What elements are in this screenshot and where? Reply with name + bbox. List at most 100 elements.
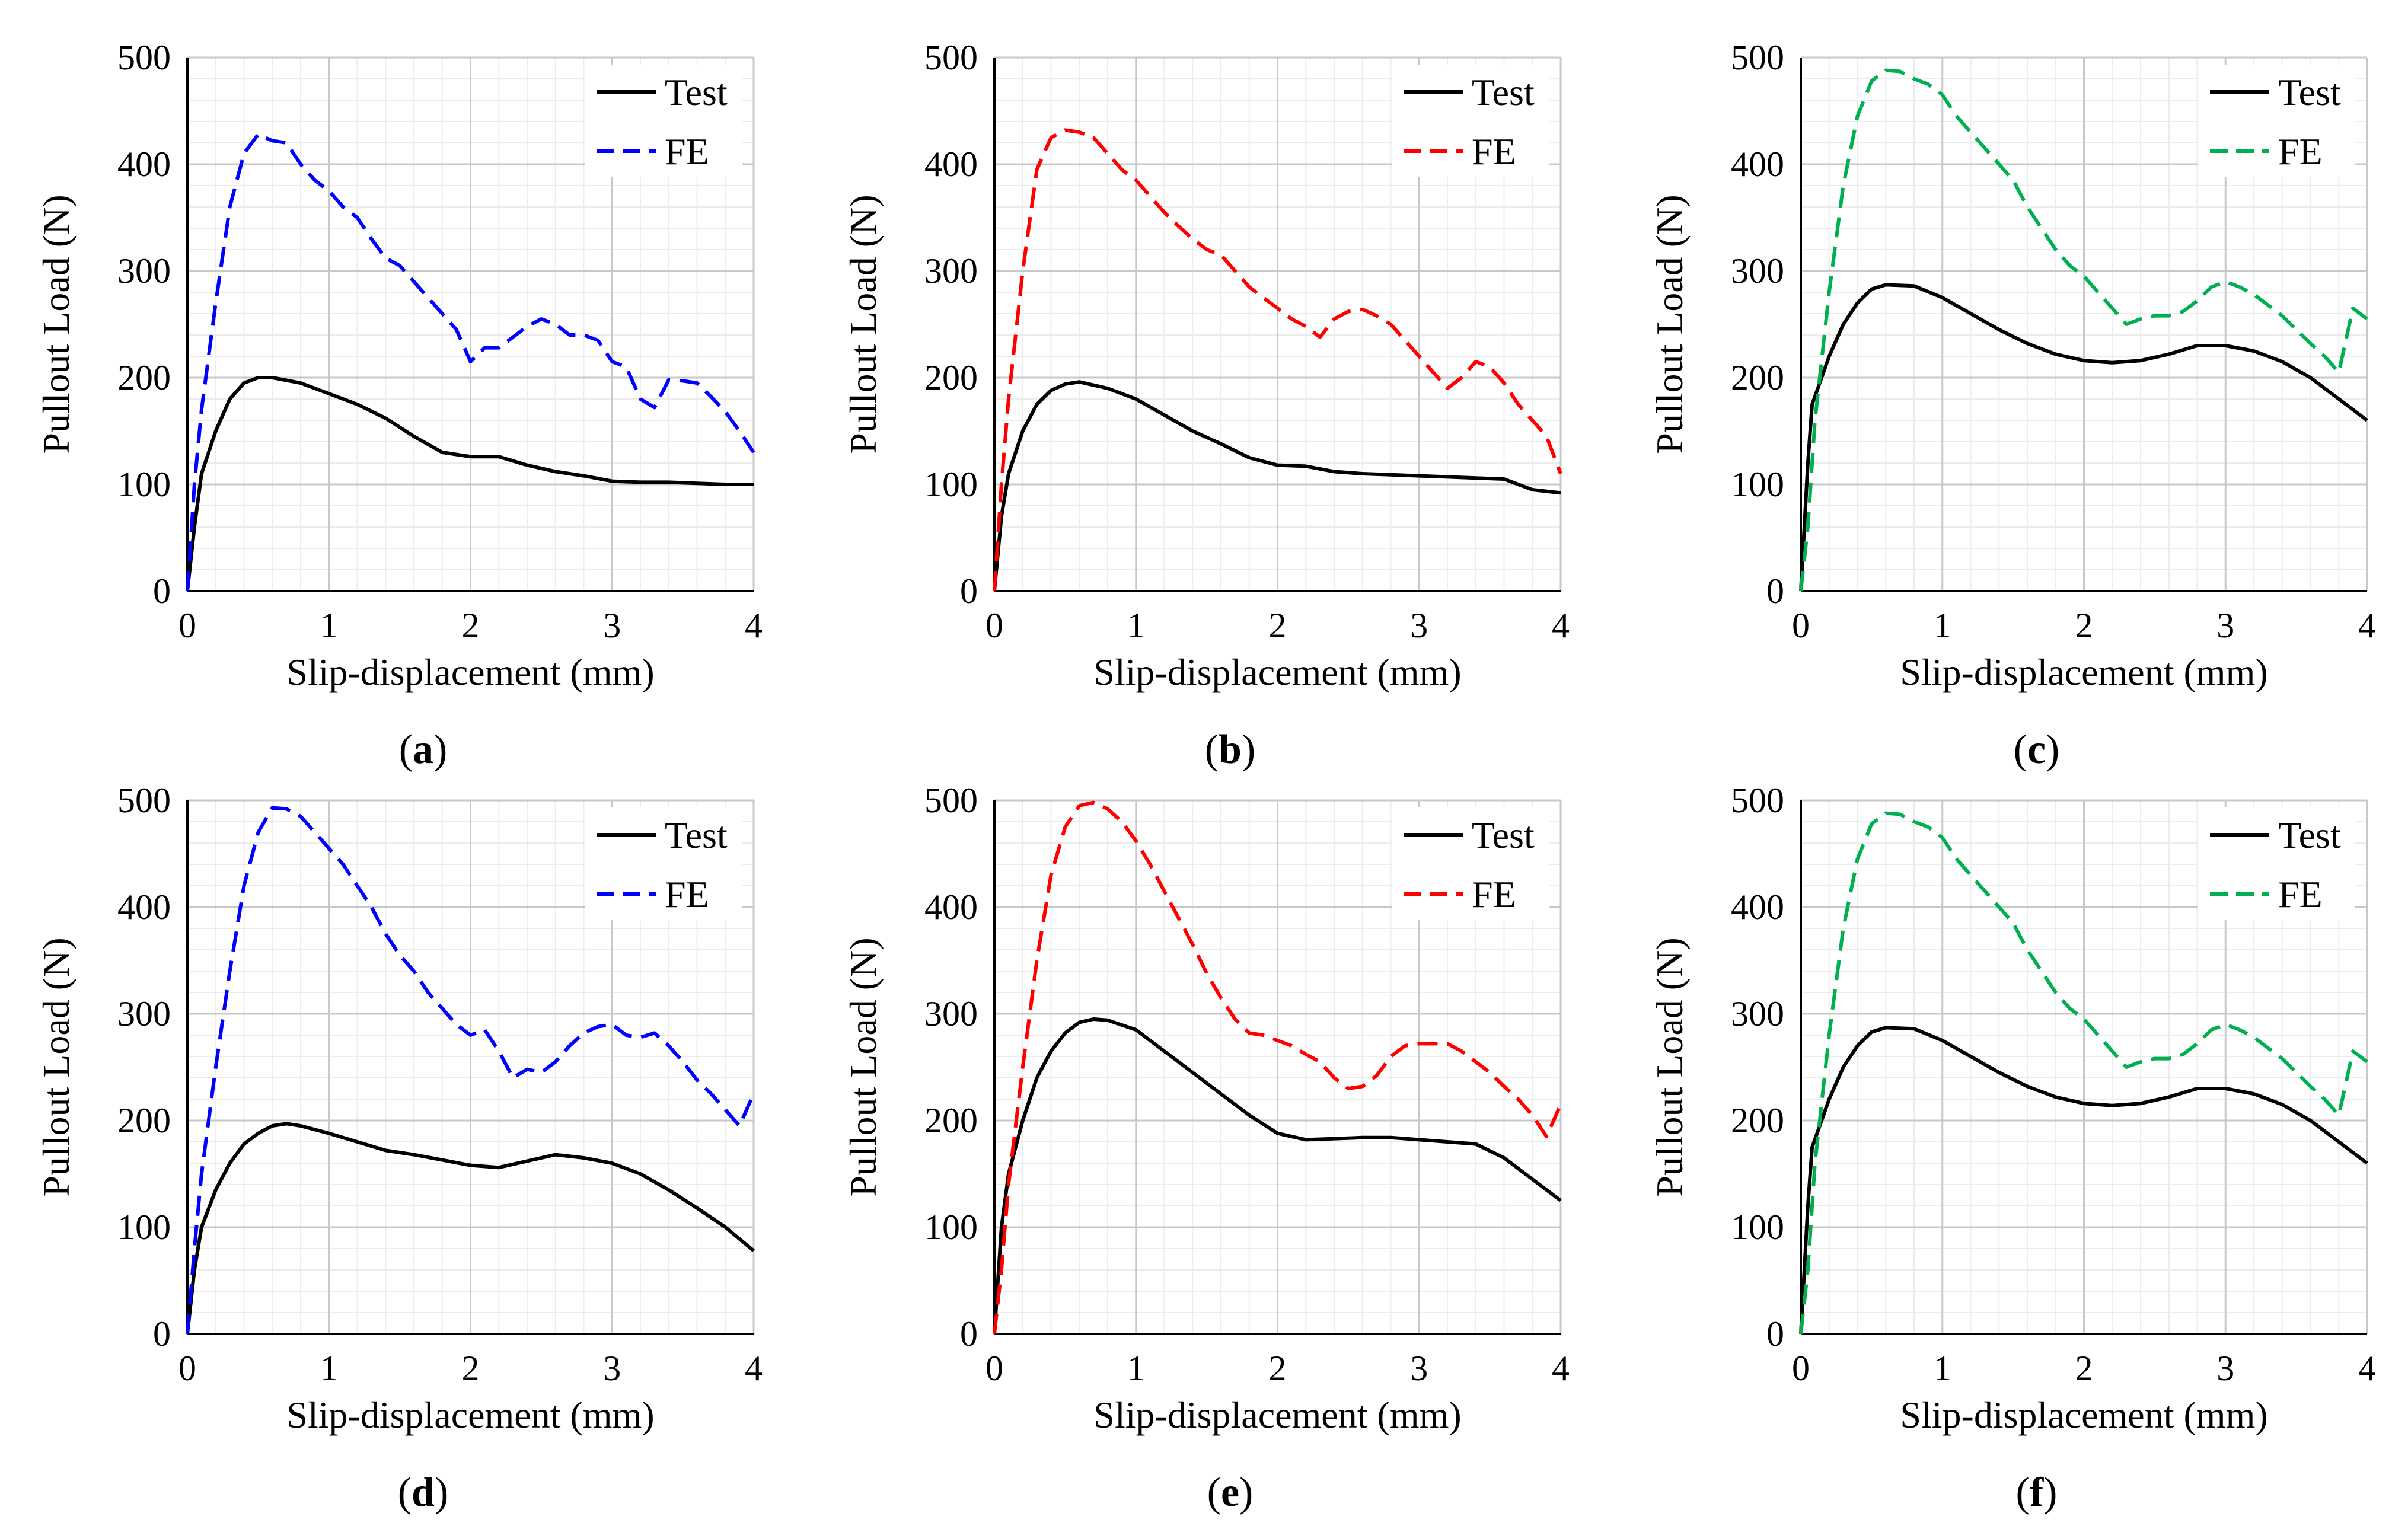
x-tick-label: 0 [178,606,196,645]
y-axis-title: Pullout Load (N) [35,937,77,1196]
legend-label-fe: FE [1472,873,1516,915]
panel-label-open-paren: ( [1205,727,1219,773]
series-line-test [1799,1026,2368,1335]
y-tick-label: 100 [1731,1208,1784,1247]
panel-label-close-paren: ) [1239,1470,1253,1515]
legend-background [2198,807,2355,920]
x-tick-label: 2 [462,1349,480,1388]
legend-label-test: Test [665,814,728,856]
x-tick-label: 3 [2216,1349,2234,1388]
legend-label-test: Test [665,71,728,113]
legend: Test FE [2198,65,2355,177]
panel-label-close-paren: ) [1242,727,1255,773]
x-tick-label: 2 [462,606,480,645]
series-line-fe [1799,68,2368,592]
legend-background [2198,65,2355,177]
major-grid [187,799,755,1334]
y-tick-label: 200 [924,358,978,397]
y-tick-label: 0 [960,572,978,611]
x-tick-label: 1 [1934,606,1951,645]
x-tick-label: 2 [1269,1349,1287,1388]
legend: Test FE [2198,807,2355,920]
panel-label-open-paren: ( [2016,1470,2030,1515]
y-tick-label: 0 [153,572,171,611]
legend-background [585,807,742,920]
panel-label-letter: d [412,1470,435,1515]
series-line-test [186,1122,755,1335]
y-tick-label: 0 [960,1314,978,1354]
y-tick-label: 500 [1731,38,1784,77]
y-axis-title: Pullout Load (N) [842,194,884,454]
y-tick-label: 300 [924,251,978,291]
legend-label-test: Test [2278,814,2341,856]
panel-label-open-paren: ( [398,1470,412,1515]
y-tick-label: 200 [1731,1101,1784,1140]
chart-panel-a: 0 1 2 3 4 0 100 200 300 400 500 Slip-displacement (… [35,38,763,773]
chart-panel-c: 0 1 2 3 4 0 100 200 300 400 500 Slip-displacement (… [1648,38,2376,773]
y-tick-label: 300 [924,994,978,1033]
x-tick-label: 3 [1410,606,1428,645]
chart-panel-e: 0 1 2 3 4 0 100 200 300 400 500 Slip-displacement (… [842,781,1570,1515]
legend: Test FE [585,807,742,920]
x-tick-label: 3 [1410,1349,1428,1388]
legend-label-fe: FE [2278,873,2323,915]
panel-label-letter: c [2027,727,2046,773]
x-tick-label: 0 [985,606,1003,645]
x-tick-label: 4 [1552,1349,1570,1388]
series-line-test [186,376,754,592]
y-tick-label: 400 [117,145,171,184]
x-tick-label: 0 [985,1349,1003,1388]
x-tick-label: 3 [2216,606,2234,645]
panel-label-letter: f [2030,1470,2044,1515]
x-tick-label: 0 [1792,606,1810,645]
x-tick-label: 2 [1269,606,1287,645]
y-axis-title: Pullout Load (N) [1648,937,1691,1196]
x-axis-title: Slip-displacement (mm) [1093,651,1461,693]
legend: Test FE [585,65,742,177]
y-tick-label: 200 [117,1101,171,1140]
y-tick-label: 100 [924,1208,978,1247]
y-tick-label: 300 [1731,251,1784,291]
x-tick-label: 4 [745,1349,763,1388]
series-line-fe [1799,811,2368,1335]
y-tick-label: 500 [1731,781,1784,820]
x-axis-title: Slip-displacement (mm) [1900,1394,2267,1436]
x-tick-label: 4 [1552,606,1570,645]
panel-label-letter: e [1221,1470,1239,1515]
panel-label-letter: b [1219,727,1242,773]
y-tick-label: 100 [117,1208,171,1247]
y-tick-label: 200 [1731,358,1784,397]
x-tick-label: 3 [603,1349,621,1388]
x-axis-title: Slip-displacement (mm) [286,1394,654,1436]
series-line-fe [186,806,755,1335]
y-tick-label: 500 [117,38,171,77]
y-tick-label: 100 [117,465,171,504]
panel-label-close-paren: ) [2046,727,2059,773]
panel-label-open-paren: ( [1207,1470,1221,1515]
x-tick-label: 1 [1127,606,1145,645]
panel-label: (b) [1205,727,1256,773]
y-tick-label: 0 [153,1314,171,1354]
series-line-fe [993,800,1562,1335]
y-axis-title: Pullout Load (N) [1648,194,1691,454]
major-grid [1801,56,2368,591]
x-tick-label: 1 [1127,1349,1145,1388]
legend-background [1392,65,1549,177]
x-tick-label: 3 [603,606,621,645]
y-tick-label: 400 [924,145,978,184]
series-line-test [993,380,1561,592]
legend-label-test: Test [1472,71,1535,113]
legend: Test FE [1392,65,1549,177]
y-tick-label: 500 [924,781,978,820]
legend-background [1392,807,1549,920]
x-tick-label: 0 [1792,1349,1810,1388]
x-tick-label: 1 [320,606,338,645]
x-tick-label: 0 [178,1349,196,1388]
x-tick-label: 4 [2358,606,2376,645]
panel-label: (d) [398,1470,449,1515]
series-line-test [1799,283,2368,592]
x-tick-label: 4 [2358,1349,2376,1388]
panel-label: (e) [1207,1470,1254,1515]
x-axis-title: Slip-displacement (mm) [286,651,654,693]
major-grid [994,56,1562,591]
